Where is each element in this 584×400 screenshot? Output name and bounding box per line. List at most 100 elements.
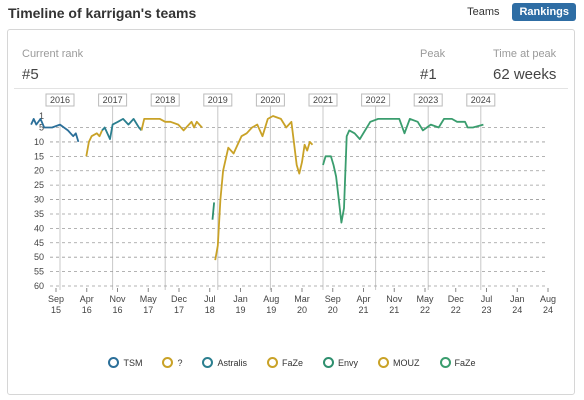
x-tick-year: 15 — [51, 305, 61, 315]
x-tick-month: Jan — [233, 294, 248, 304]
divider — [14, 88, 568, 89]
peak-label: Peak — [420, 48, 446, 60]
legend-ring-icon — [439, 357, 451, 368]
x-tick-month: Jan — [510, 294, 525, 304]
series-line-6 — [322, 118, 484, 224]
y-tick-label: 60 — [34, 281, 44, 291]
y-tick-label: 20 — [34, 166, 44, 176]
year-marker-label: 2022 — [366, 95, 386, 105]
current-rank-value: #5 — [22, 66, 39, 83]
year-marker-box — [45, 93, 75, 107]
year-marker-box — [466, 93, 496, 107]
x-tick-month: Nov — [109, 294, 126, 304]
x-tick-month: Jul — [204, 294, 216, 304]
legend-ring-icon — [162, 357, 174, 368]
year-marker-label: 2020 — [260, 95, 280, 105]
legend-item[interactable]: FaZe — [439, 357, 476, 368]
y-tick-label: 30 — [34, 195, 44, 205]
y-tick-label: 40 — [34, 223, 44, 233]
x-tick-year: 16 — [82, 305, 92, 315]
year-marker-label: 2023 — [418, 95, 438, 105]
series-line-3 — [140, 118, 203, 132]
x-tick-month: May — [140, 294, 158, 304]
year-marker-box — [255, 93, 285, 107]
year-marker-label: 2018 — [155, 95, 175, 105]
x-tick-month: Nov — [386, 294, 403, 304]
year-marker-box — [203, 93, 233, 107]
x-tick-month: Sep — [325, 294, 341, 304]
year-marker-label: 2017 — [103, 95, 123, 105]
year-marker-box — [308, 93, 338, 107]
x-tick-month: Apr — [356, 294, 370, 304]
x-tick-month: Aug — [263, 294, 279, 304]
x-tick-year: 20 — [328, 305, 338, 315]
legend-ring-icon — [108, 357, 120, 368]
legend-label: FaZe — [454, 357, 476, 368]
legend-item[interactable]: FaZe — [266, 357, 303, 368]
x-tick-year: 19 — [235, 305, 245, 315]
time-at-peak-value: 62 weeks — [493, 66, 557, 83]
year-marker-box — [413, 93, 443, 107]
x-tick-year: 20 — [297, 305, 307, 315]
tab-teams[interactable]: Teams — [467, 6, 500, 18]
series-line-2 — [101, 118, 143, 140]
y-tick-label: 35 — [34, 209, 44, 219]
y-tick-label: 25 — [34, 180, 44, 190]
legend-label: Astralis — [217, 357, 247, 368]
x-tick-year: 19 — [266, 305, 276, 315]
year-marker-box — [150, 93, 180, 107]
year-marker-label: 2024 — [471, 95, 491, 105]
legend-label: FaZe — [281, 357, 303, 368]
legend-item[interactable]: TSM — [108, 357, 142, 368]
x-tick-month: Aug — [540, 294, 556, 304]
y-tick-label: 50 — [34, 252, 44, 262]
legend-item[interactable]: ? — [162, 357, 182, 368]
x-tick-year: 24 — [543, 305, 553, 315]
view-tabs: Teams Rankings — [460, 3, 576, 21]
page-title: Timeline of karrigan's teams — [8, 5, 197, 21]
year-marker-box — [361, 93, 391, 107]
series-line-1 — [85, 130, 103, 157]
year-marker-label: 2019 — [208, 95, 228, 105]
legend-item[interactable]: Envy — [323, 357, 358, 368]
x-tick-month: May — [416, 294, 434, 304]
x-tick-month: Sep — [48, 294, 64, 304]
chart-legend: TSM? Astralis FaZe Envy MOUZ FaZe — [8, 357, 576, 368]
year-marker-label: 2016 — [50, 95, 70, 105]
tab-rankings[interactable]: Rankings — [512, 3, 576, 21]
series-line-5 — [214, 115, 314, 261]
x-tick-month: Jul — [481, 294, 493, 304]
legend-ring-icon — [378, 357, 390, 368]
x-tick-year: 21 — [389, 305, 399, 315]
legend-item[interactable]: MOUZ — [378, 357, 420, 368]
x-tick-year: 24 — [512, 305, 522, 315]
header: Timeline of karrigan's teams Teams Ranki… — [0, 0, 584, 30]
x-tick-year: 16 — [112, 305, 122, 315]
x-tick-year: 17 — [143, 305, 153, 315]
x-tick-year: 18 — [205, 305, 215, 315]
legend-ring-icon — [266, 357, 278, 368]
y-tick-label: 45 — [34, 238, 44, 248]
x-tick-month: Dec — [448, 294, 465, 304]
rank-timeline-chart: 2016 2017 2018 2019 2020 2021 2022 2023 20241510… — [30, 93, 556, 315]
y-tick-label: 5 — [39, 123, 44, 133]
legend-label: Envy — [338, 357, 359, 368]
current-rank-label: Current rank — [22, 48, 84, 60]
peak-value: #1 — [420, 66, 437, 83]
y-tick-label: 55 — [34, 267, 44, 277]
series-line-0 — [30, 118, 80, 143]
x-tick-year: 22 — [420, 305, 430, 315]
legend-ring-icon — [323, 357, 334, 368]
legend-item[interactable]: Astralis — [202, 357, 247, 368]
year-marker-box — [98, 93, 128, 107]
x-tick-month: Mar — [294, 294, 310, 304]
rankings-card: Current rank #5 Peak #1 Time at peak 62 … — [7, 29, 575, 395]
x-tick-month: Apr — [80, 294, 94, 304]
legend-label: TSM — [123, 357, 143, 368]
time-at-peak-label: Time at peak — [493, 48, 557, 60]
y-tick-label: 15 — [34, 151, 44, 161]
x-tick-month: Dec — [171, 294, 188, 304]
y-tick-label: 1 — [39, 111, 44, 121]
x-tick-year: 23 — [481, 305, 491, 315]
legend-label: ? — [177, 357, 183, 368]
